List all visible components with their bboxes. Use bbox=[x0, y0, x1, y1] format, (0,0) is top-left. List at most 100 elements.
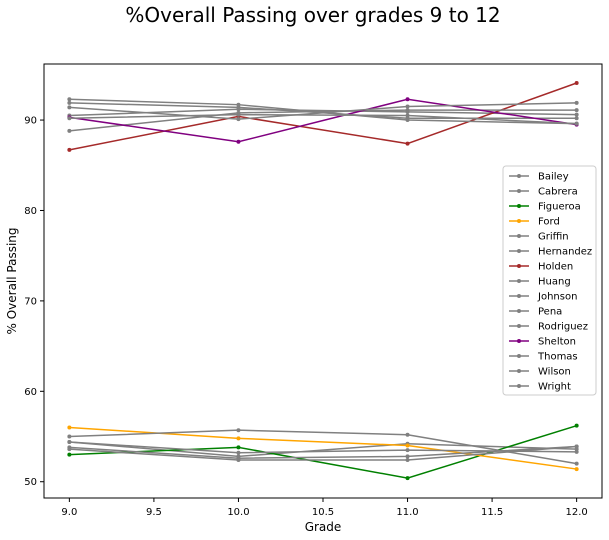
data-point-hernandez bbox=[236, 450, 241, 455]
data-point-hernandez bbox=[405, 448, 410, 453]
y-axis-label: % Overall Passing bbox=[5, 227, 19, 334]
legend-label: Hernandez bbox=[538, 247, 592, 258]
data-point-huang bbox=[405, 432, 410, 437]
series-rodriguez bbox=[67, 444, 579, 461]
data-point-holden bbox=[405, 141, 410, 146]
data-point-thomas bbox=[574, 100, 579, 105]
data-point-huang bbox=[236, 428, 241, 433]
data-point-pena bbox=[405, 108, 410, 113]
series-line-johnson bbox=[69, 445, 577, 461]
legend-label: Thomas bbox=[537, 352, 578, 363]
data-point-hernandez bbox=[574, 449, 579, 454]
data-point-ford bbox=[574, 467, 579, 472]
legend-item-ford: Ford bbox=[509, 217, 560, 228]
legend-label: Figueroa bbox=[538, 202, 581, 213]
legend-item-holden: Holden bbox=[509, 262, 573, 273]
legend-item-bailey: Bailey bbox=[509, 172, 569, 183]
data-point-huang bbox=[67, 434, 72, 439]
series-line-wright bbox=[69, 113, 577, 125]
legend-label: Holden bbox=[538, 262, 573, 273]
legend-item-hernandez: Hernandez bbox=[509, 247, 592, 258]
data-point-wright bbox=[405, 113, 410, 118]
data-point-johnson bbox=[405, 458, 410, 463]
legend-marker bbox=[517, 279, 521, 283]
legend-label: Rodriguez bbox=[538, 322, 588, 333]
legend-marker bbox=[517, 234, 521, 238]
x-tick-label: 11.5 bbox=[481, 507, 503, 518]
data-point-rodriguez bbox=[405, 454, 410, 459]
series-line-wilson bbox=[69, 98, 577, 125]
data-point-hernandez bbox=[67, 439, 72, 444]
data-point-wright bbox=[574, 121, 579, 126]
series-line-rodriguez bbox=[69, 445, 577, 459]
legend-item-griffin: Griffin bbox=[509, 232, 569, 243]
legend-item-thomas: Thomas bbox=[509, 352, 578, 363]
data-point-cabrera bbox=[574, 116, 579, 121]
data-point-holden bbox=[67, 147, 72, 152]
data-point-wilson bbox=[236, 102, 241, 107]
data-point-thomas bbox=[236, 117, 241, 122]
legend-marker bbox=[517, 189, 521, 193]
data-point-rodriguez bbox=[236, 456, 241, 461]
data-point-figueroa bbox=[405, 476, 410, 481]
y-tick-label: 70 bbox=[24, 296, 37, 307]
legend-marker bbox=[517, 294, 521, 298]
data-point-huang bbox=[574, 461, 579, 466]
data-point-cabrera bbox=[67, 100, 72, 105]
legend-item-cabrera: Cabrera bbox=[509, 187, 578, 198]
legend-label: Bailey bbox=[538, 172, 569, 183]
series-layer bbox=[67, 80, 579, 481]
legend-frame bbox=[502, 165, 597, 396]
data-point-shelton bbox=[236, 139, 241, 144]
legend-label: Cabrera bbox=[538, 187, 578, 198]
legend-marker bbox=[517, 219, 521, 223]
legend-label: Ford bbox=[538, 217, 560, 228]
data-point-figueroa bbox=[236, 445, 241, 450]
legend-marker bbox=[517, 264, 521, 268]
data-point-shelton bbox=[405, 97, 410, 102]
data-point-thomas bbox=[405, 104, 410, 109]
x-axis-ticks: 9.0 9.5 10.0 10.5 11.0 11.5 12.0 bbox=[61, 498, 588, 518]
legend-label: Pena bbox=[538, 307, 562, 318]
data-point-figueroa bbox=[574, 423, 579, 428]
y-tick-label: 90 bbox=[24, 116, 37, 127]
legend-label: Shelton bbox=[538, 337, 576, 348]
x-tick-label: 10.0 bbox=[227, 507, 249, 518]
data-point-ford bbox=[236, 436, 241, 441]
series-line-shelton bbox=[69, 98, 577, 143]
x-axis-label: Grade bbox=[305, 520, 342, 534]
legend-marker bbox=[517, 249, 521, 253]
legend-marker bbox=[517, 354, 521, 358]
legend-label: Wilson bbox=[538, 367, 571, 378]
y-tick-label: 80 bbox=[24, 206, 37, 217]
y-axis-ticks: 50 60 70 80 90 bbox=[24, 116, 44, 488]
legend-item-rodriguez: Rodriguez bbox=[509, 322, 588, 333]
legend-item-pena: Pena bbox=[509, 307, 562, 318]
legend-marker bbox=[517, 174, 521, 178]
series-line-holden bbox=[69, 82, 577, 151]
series-huang bbox=[67, 428, 579, 466]
x-tick-label: 9.5 bbox=[146, 507, 162, 518]
data-point-ford bbox=[405, 443, 410, 448]
data-point-thomas bbox=[67, 105, 72, 110]
chart-title: %Overall Passing over grades 9 to 12 bbox=[125, 3, 500, 27]
legend-item-wright: Wright bbox=[509, 382, 571, 393]
series-wright bbox=[67, 112, 579, 126]
data-point-wright bbox=[236, 112, 241, 117]
data-point-griffin bbox=[236, 107, 241, 112]
x-tick-label: 11.0 bbox=[396, 507, 418, 518]
data-point-wright bbox=[67, 116, 72, 121]
data-point-wilson bbox=[67, 97, 72, 102]
series-line-bailey bbox=[69, 441, 577, 458]
legend-item-figueroa: Figueroa bbox=[509, 202, 581, 213]
data-point-holden bbox=[574, 80, 579, 85]
series-line-pena bbox=[69, 109, 577, 132]
legend-marker bbox=[517, 324, 521, 328]
legend-marker bbox=[517, 204, 521, 208]
legend-item-wilson: Wilson bbox=[509, 367, 571, 378]
legend-marker bbox=[517, 339, 521, 343]
data-point-wilson bbox=[405, 118, 410, 123]
x-tick-label: 9.0 bbox=[61, 507, 77, 518]
